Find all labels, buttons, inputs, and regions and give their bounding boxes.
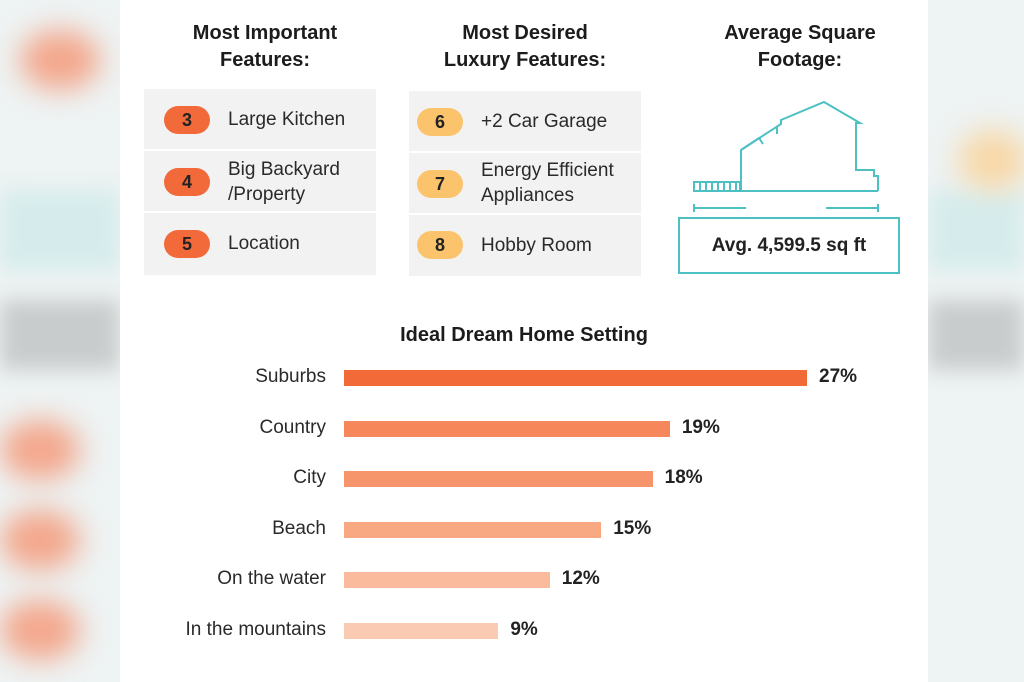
list-item: 4 Big Backyard /Property — [144, 151, 376, 213]
bar — [344, 521, 602, 538]
house-outline-icon — [693, 100, 879, 212]
rank-badge: 8 — [417, 231, 463, 259]
important-features-list: 3 Large Kitchen 4 Big Backyard /Property… — [144, 89, 376, 275]
feature-label: Location — [228, 233, 300, 254]
list-item: 6 +2 Car Garage — [409, 91, 641, 153]
bar — [344, 370, 807, 386]
background-blob — [0, 600, 80, 660]
background-right — [928, 0, 1024, 682]
list-item: 5 Location — [144, 213, 376, 275]
feature-label: Large Kitchen — [228, 109, 346, 130]
luxury-features-title: Most Desired Luxury Features: — [405, 20, 645, 74]
background-blob — [958, 130, 1024, 190]
value-label: 15% — [613, 517, 652, 539]
rank-badge: 7 — [417, 170, 463, 198]
background-band — [928, 300, 1024, 370]
feature-label: Hobby Room — [481, 235, 592, 256]
value-label: 18% — [664, 467, 703, 489]
category-label: In the mountains — [185, 619, 326, 640]
bar — [344, 471, 653, 488]
value-label: 9% — [510, 619, 538, 640]
luxury-title-line1: Most Desired — [462, 22, 588, 44]
background-left — [0, 0, 120, 682]
category-label: City — [293, 467, 326, 489]
background-blob — [0, 510, 80, 570]
feature-label: +2 Car Garage — [481, 111, 608, 132]
list-item: 8 Hobby Room — [409, 215, 641, 276]
important-title-line1: Most Important — [192, 22, 338, 44]
bar — [344, 420, 670, 437]
value-label: 19% — [681, 416, 720, 438]
luxury-title-line2: Luxury Features: — [443, 49, 607, 71]
footage-title-line2: Footage: — [757, 49, 843, 71]
footage-title: Average Square Footage: — [680, 20, 920, 74]
feature-label: Big Backyard /Property — [228, 159, 340, 205]
rank-badge: 5 — [164, 230, 210, 258]
rank-badge: 3 — [164, 106, 210, 134]
average-footage-value: Avg. 4,599.5 sq ft — [678, 217, 900, 274]
infographic-panel: Most Important Features: 3 Large Kitchen… — [120, 0, 928, 682]
category-label: Beach — [272, 517, 326, 539]
rank-badge: 6 — [417, 108, 463, 136]
value-label: 27% — [819, 366, 858, 387]
important-title-line2: Features: — [219, 49, 311, 71]
value-label: 12% — [561, 568, 600, 590]
background-band — [0, 300, 120, 370]
category-label: Suburbs — [255, 366, 326, 387]
list-item: 7 Energy Efficient Appliances — [409, 153, 641, 215]
rank-badge: 4 — [164, 168, 210, 196]
background-band — [928, 190, 1024, 270]
chart-title: Ideal Dream Home Setting — [400, 324, 648, 346]
bar — [344, 623, 499, 639]
bar — [344, 572, 550, 589]
luxury-features-list: 6 +2 Car Garage 7 Energy Efficient Appli… — [409, 91, 641, 276]
footage-title-line1: Average Square — [724, 22, 876, 44]
background-blob — [20, 30, 100, 90]
feature-label: Energy Efficient Appliances — [481, 160, 614, 206]
important-features-title: Most Important Features: — [145, 20, 385, 74]
background-band — [0, 190, 120, 270]
background-blob — [0, 420, 80, 480]
list-item: 3 Large Kitchen — [144, 89, 376, 151]
category-label: On the water — [217, 568, 326, 590]
category-label: Country — [259, 416, 326, 438]
